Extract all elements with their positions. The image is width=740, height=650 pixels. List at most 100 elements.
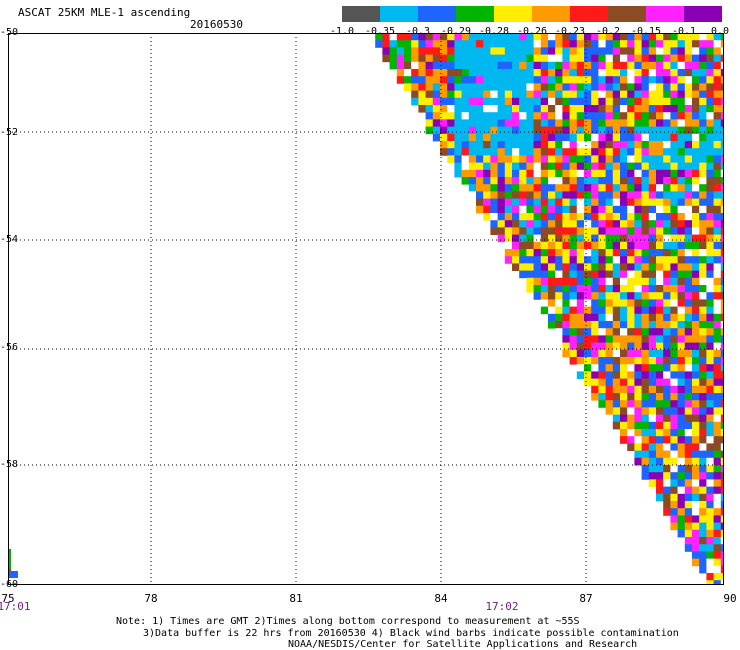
data-cell <box>576 76 585 84</box>
data-cell <box>627 313 635 322</box>
data-cell <box>677 342 686 351</box>
data-cell <box>641 378 650 387</box>
data-cell <box>641 256 650 264</box>
data-cell <box>634 97 642 106</box>
data-cell <box>634 148 642 156</box>
data-cell <box>692 407 700 415</box>
data-cell <box>692 400 700 408</box>
data-cell <box>713 565 722 574</box>
data-cell <box>627 47 635 55</box>
data-cell <box>605 385 614 394</box>
data-cell <box>440 47 448 55</box>
data-cell <box>656 227 664 235</box>
data-cell <box>706 400 714 408</box>
data-cell <box>648 407 657 415</box>
data-cell <box>670 436 678 444</box>
data-cell <box>634 414 642 423</box>
data-cell <box>569 328 578 336</box>
data-cell <box>699 191 707 199</box>
data-cell <box>663 234 671 243</box>
data-cell <box>663 436 671 444</box>
data-cell <box>598 213 606 221</box>
data-cell <box>555 76 563 84</box>
data-cell <box>447 47 455 55</box>
data-cell <box>504 249 513 257</box>
data-cell <box>648 184 657 192</box>
data-cell <box>699 364 707 372</box>
data-cell <box>490 33 498 41</box>
data-cell <box>670 378 678 387</box>
data-cell <box>656 119 664 127</box>
data-cell <box>692 256 700 264</box>
data-cell <box>425 69 434 77</box>
data-cell <box>591 205 599 214</box>
data-cell <box>454 69 462 77</box>
x-tick-label: 90 <box>723 592 737 605</box>
data-cell <box>576 162 585 171</box>
data-cell <box>713 385 722 394</box>
data-cell <box>684 169 693 178</box>
data-cell <box>720 119 724 127</box>
data-cell <box>490 162 498 171</box>
data-cell <box>713 371 722 379</box>
data-cell <box>425 61 434 70</box>
data-cell <box>490 155 498 163</box>
data-cell <box>562 191 570 199</box>
data-cell <box>432 105 441 113</box>
data-cell <box>519 191 527 199</box>
data-cell <box>584 119 592 127</box>
data-cell <box>656 436 664 444</box>
data-cell <box>620 299 628 307</box>
data-cell <box>584 292 592 300</box>
data-cell <box>713 241 722 250</box>
data-cell <box>641 393 650 401</box>
data-cell <box>684 306 693 315</box>
data-cell <box>425 83 434 91</box>
data-cell <box>591 234 599 243</box>
data-cell <box>720 184 724 192</box>
data-cell <box>519 61 527 70</box>
data-cell <box>404 83 412 91</box>
data-cell <box>584 335 592 343</box>
data-cell <box>677 119 686 127</box>
data-cell <box>634 177 642 185</box>
data-cell <box>375 33 383 41</box>
data-cell <box>389 47 398 55</box>
data-cell <box>692 371 700 379</box>
data-cell <box>670 263 678 271</box>
data-cell <box>670 155 678 163</box>
data-cell <box>461 133 470 142</box>
data-cell <box>519 76 527 84</box>
data-cell <box>411 40 419 48</box>
data-cell <box>663 191 671 199</box>
data-cell <box>720 285 724 293</box>
data-cell <box>692 349 700 358</box>
data-cell <box>533 177 542 185</box>
data-cell <box>418 83 426 91</box>
data-cell <box>605 263 614 271</box>
data-cell <box>468 112 477 120</box>
data-cell <box>648 306 657 315</box>
data-cell <box>713 443 722 451</box>
data-cell <box>620 342 628 351</box>
data-cell <box>692 191 700 199</box>
data-cell <box>454 119 462 127</box>
data-cell <box>576 292 585 300</box>
data-cell <box>620 213 628 221</box>
data-cell <box>483 97 491 106</box>
data-cell <box>706 486 714 495</box>
data-cell <box>699 508 707 516</box>
data-cell <box>576 126 585 135</box>
data-cell <box>656 205 664 214</box>
data-cell <box>684 155 693 163</box>
data-cell <box>648 414 657 423</box>
data-cell <box>670 40 678 48</box>
data-cell <box>598 126 606 135</box>
data-cell <box>699 544 707 552</box>
data-cell <box>612 205 621 214</box>
data-cell <box>720 90 724 99</box>
data-cell <box>670 501 678 509</box>
data-cell <box>699 472 707 480</box>
data-cell <box>512 141 520 149</box>
data-cell <box>584 54 592 63</box>
